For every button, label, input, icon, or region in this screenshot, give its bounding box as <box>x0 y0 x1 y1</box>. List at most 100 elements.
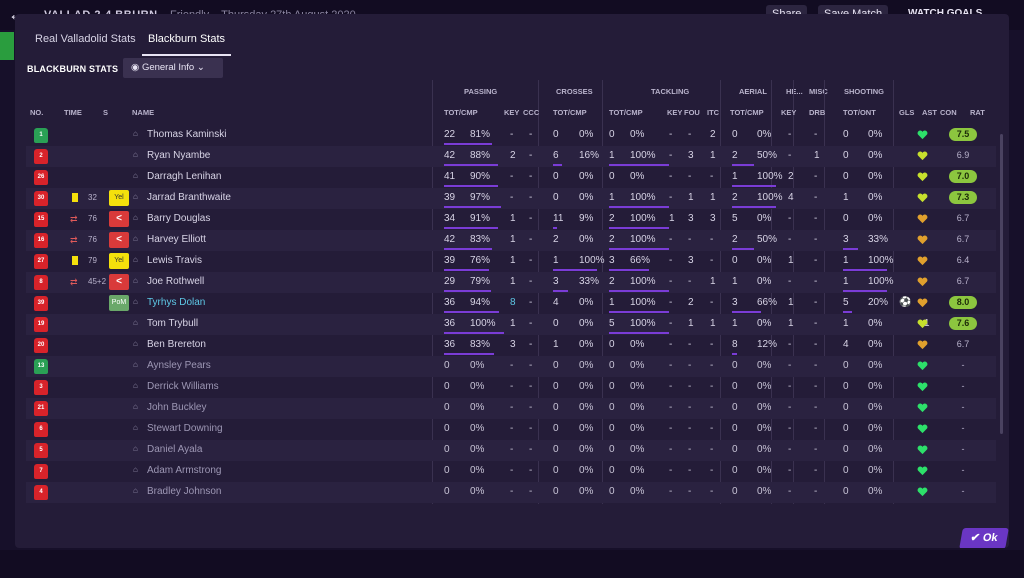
stat-fouls: 1 <box>688 192 694 203</box>
player-name[interactable]: Daniel Ayala <box>147 444 203 455</box>
table-row[interactable]: 19 ⌂ Tom Trybull 36 100% 1 - 0 0% 5 100% - 1 1 1 0% 1 - 1 0… <box>26 314 996 335</box>
table-row[interactable]: 3 ⌂ Derrick Williams 0 0% - - 0 0% 0 0% - - - 0 0% - - 0 0%… <box>26 377 996 398</box>
substituted-badge: < <box>109 232 129 248</box>
player-name[interactable]: Lewis Travis <box>147 255 203 266</box>
stat-tackle-pct: 0% <box>630 465 645 476</box>
stat-ccc: - <box>529 486 533 497</box>
table-row[interactable]: 30 32 Yel ⌂ Jarrad Branthwaite 39 97% - - 0 0% 1 100… <box>26 188 996 209</box>
column-header[interactable]: KEY <box>667 108 683 117</box>
table-row[interactable]: 8 ⇄ 45+2 < ⌂ Joe Rothwell 29 79% 1 - 3 33% 2 100% - - 1 1… <box>26 272 996 293</box>
player-name[interactable]: Aynsley Pears <box>147 360 211 371</box>
column-group-header[interactable]: HE... <box>786 87 803 96</box>
player-name[interactable]: Derrick Williams <box>147 381 219 392</box>
column-group-header[interactable]: SHOOTING <box>844 87 885 96</box>
column-header[interactable]: TOT/CMP <box>553 108 587 117</box>
player-name[interactable]: Ryan Nyambe <box>147 150 211 161</box>
bottom-bar <box>0 550 1024 578</box>
player-name[interactable]: Bradley Johnson <box>147 486 222 497</box>
stat-aerial-total: 0 <box>732 402 738 413</box>
stat-pass-pct: 90% <box>470 171 491 182</box>
column-header[interactable]: S <box>103 108 109 117</box>
stat-tackle-total: 1 <box>609 192 615 203</box>
column-header[interactable]: TOT/CMP <box>444 108 478 117</box>
player-name[interactable]: Darragh Lenihan <box>147 171 222 182</box>
stat-shots-pct: 0% <box>868 213 883 224</box>
table-row[interactable]: 2 ⌂ Ryan Nyambe 42 88% 2-6 16% 1 100% -3 1 2 50% -1 0 0… <box>26 146 996 167</box>
column-header[interactable]: TOT/CMP <box>730 108 764 117</box>
stat-key-tackles: - <box>669 150 673 161</box>
column-group-header[interactable]: MISC <box>809 87 828 96</box>
stat-shots-total: 0 <box>843 444 849 455</box>
column-header[interactable]: KEY <box>781 108 797 117</box>
stat-aerial-pct: 50% <box>757 150 778 161</box>
tab-blackburn-stats[interactable]: Blackburn Stats <box>142 28 232 56</box>
table-row[interactable]: 39 PoM ⌂ Tyrhys Dolan 36 94% 8 - 4 0% 1 100% - 2 - 3 66%… <box>26 293 996 314</box>
stat-key-headers: - <box>788 486 792 497</box>
column-header[interactable]: TOT/CMP <box>609 108 643 117</box>
table-row[interactable]: 26 ⌂ Darragh Lenihan 41 90% - - 0 0% 0 0% - - - 1 100% 2… <box>26 167 996 188</box>
column-header[interactable]: TOT/ONT <box>843 108 876 117</box>
tab-real-valladolid-stats[interactable]: Real Valladolid Stats <box>35 33 136 45</box>
stat-tackle-pct: 0% <box>630 360 645 371</box>
column-header[interactable]: RAT <box>970 108 985 117</box>
column-header[interactable]: TIME <box>64 108 82 117</box>
stat-fouls: - <box>688 465 692 476</box>
column-header[interactable]: FOU <box>684 108 700 117</box>
stat-ccc: - <box>529 465 533 476</box>
player-name[interactable]: Tom Trybull <box>147 318 199 329</box>
column-header[interactable]: CCC <box>523 108 540 117</box>
stat-bar <box>732 311 761 313</box>
column-header[interactable]: CON <box>940 108 957 117</box>
player-name[interactable]: Barry Douglas <box>147 213 211 224</box>
column-group-header[interactable]: CROSSES <box>556 87 593 96</box>
condition-heart-icon <box>917 340 928 350</box>
table-row[interactable]: 15 ⇄ 76 < ⌂ Barry Douglas 34 91% 1 - 11 9% 2 100% 1 3 3 5… <box>26 209 996 230</box>
player-name[interactable]: Tyrhys Dolan <box>147 297 206 308</box>
table-row[interactable]: 20 ⌂ Ben Brereton 36 83% 3-1 0% 0 0% - - -8 12% - -4 0%… <box>26 335 996 356</box>
column-header[interactable]: DRB <box>809 108 826 117</box>
stat-cross-total: 4 <box>553 297 559 308</box>
player-name[interactable]: Adam Armstrong <box>147 465 222 476</box>
player-name[interactable]: Ben Brereton <box>147 339 206 350</box>
team-stats-title: BLACKBURN STATS <box>27 64 119 74</box>
stat-cross-pct: 0% <box>579 402 594 413</box>
ok-button[interactable]: ✔ Ok <box>959 528 1009 548</box>
view-selector-dropdown[interactable]: ◉ General Info ⌄ <box>123 58 223 78</box>
shirt-icon: 3 <box>34 380 48 395</box>
stat-aerial-total: 2 <box>732 192 738 203</box>
watch-goals-button[interactable]: WATCH GOALS <box>908 8 982 19</box>
player-name[interactable]: John Buckley <box>147 402 207 413</box>
stat-pass-pct: 0% <box>470 486 485 497</box>
column-group-header[interactable]: TACKLING <box>651 87 690 96</box>
table-row[interactable]: 1 ⌂ Thomas Kaminski 22 81% - - 0 0% 0 0% - - 2 0 0% - - 0 0… <box>26 125 996 146</box>
player-name[interactable]: Stewart Downing <box>147 423 223 434</box>
column-header[interactable]: NAME <box>132 108 155 117</box>
table-row[interactable]: 6 ⌂ Stewart Downing 0 0% - - 0 0% 0 0% - - - 0 0% - - 0 0% -… <box>26 419 996 440</box>
stat-tackle-pct: 0% <box>630 423 645 434</box>
player-name[interactable]: Joe Rothwell <box>147 276 205 287</box>
column-header[interactable]: KEY <box>504 108 520 117</box>
player-name[interactable]: Thomas Kaminski <box>147 129 227 140</box>
substituted-badge: < <box>109 274 129 290</box>
player-name[interactable]: Jarrad Branthwaite <box>147 192 231 203</box>
table-row[interactable]: 27 79 Yel ⌂ Lewis Travis 39 76% 1 - 1 100% 3 66% - 3 - 0… <box>26 251 996 272</box>
column-group-header[interactable]: AERIAL <box>739 87 767 96</box>
column-header[interactable]: GLS <box>899 108 915 117</box>
table-row[interactable]: 16 ⇄ 76 < ⌂ Harvey Elliott 42 83% 1 - 2 0% 2 100% - - - 2… <box>26 230 996 251</box>
stat-pass-total: 29 <box>444 276 456 287</box>
table-row[interactable]: 4 ⌂ Bradley Johnson 0 0% - - 0 0% 0 0% - - - 0 0% - - 0 0% -… <box>26 482 996 503</box>
column-group-header[interactable]: PASSING <box>464 87 498 96</box>
table-scrollbar[interactable] <box>1000 134 1003 434</box>
column-header[interactable]: NO. <box>30 108 44 117</box>
column-header[interactable]: ITC <box>707 108 720 117</box>
condition-heart-icon <box>917 172 928 182</box>
stat-shots-pct: 0% <box>868 150 883 161</box>
stat-aerial-total: 5 <box>732 213 738 224</box>
column-header[interactable]: AST <box>922 108 937 117</box>
player-name[interactable]: Harvey Elliott <box>147 234 206 245</box>
stat-fouls: - <box>688 129 692 140</box>
